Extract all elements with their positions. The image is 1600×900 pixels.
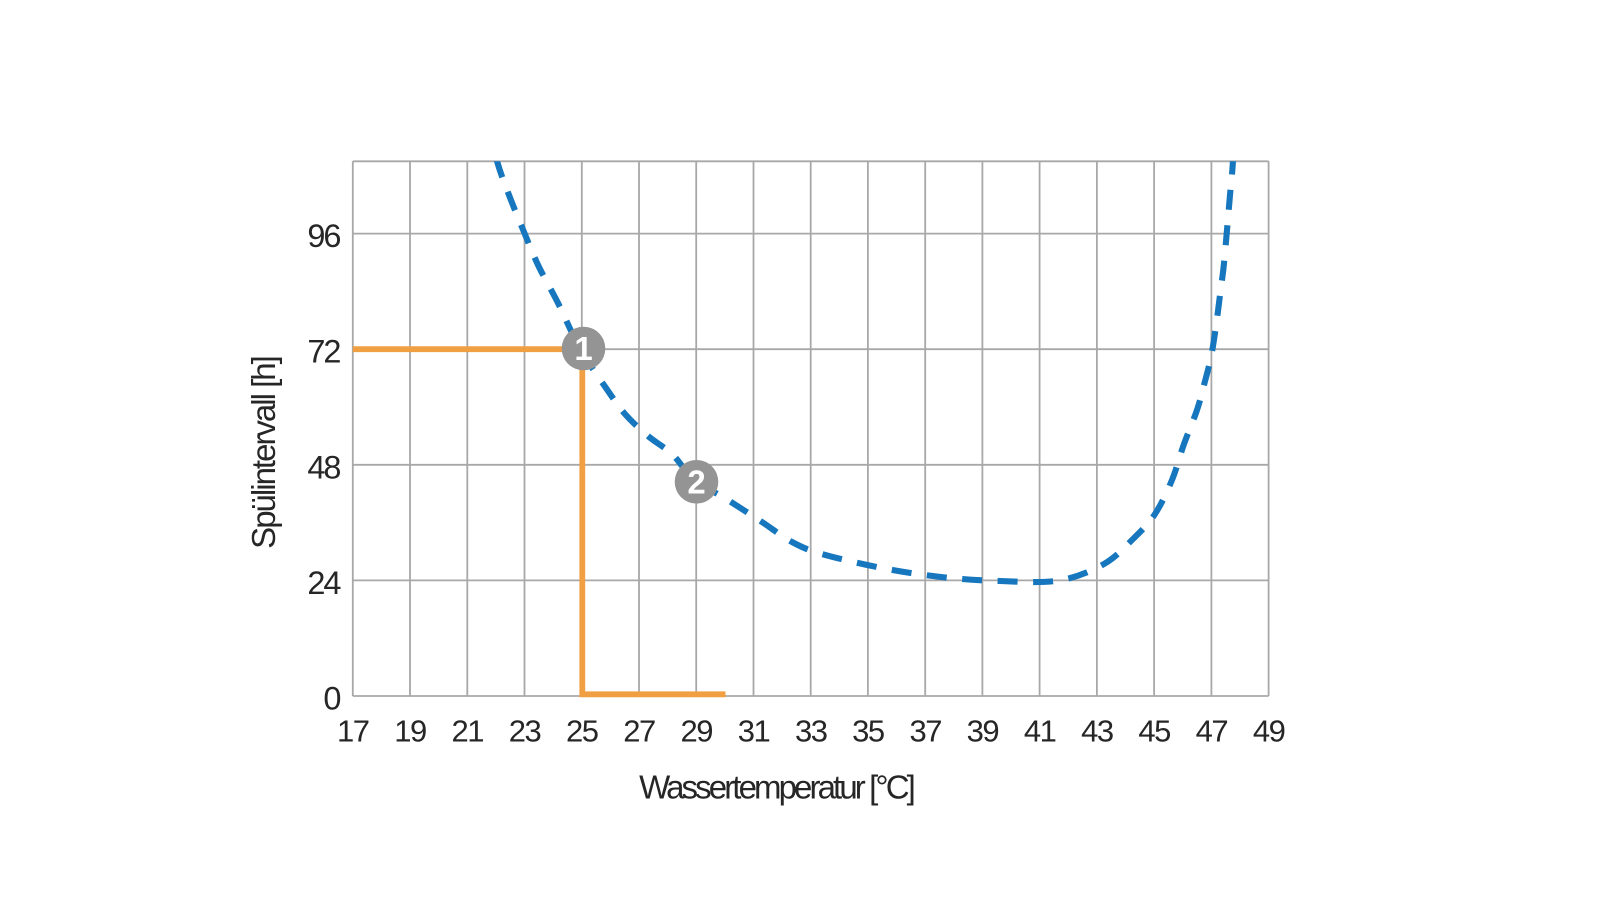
svg-text:96: 96 [307,218,340,254]
svg-text:35: 35 [852,714,884,749]
svg-text:0: 0 [323,681,340,717]
svg-text:49: 49 [1253,714,1285,749]
svg-text:43: 43 [1081,714,1113,749]
svg-text:39: 39 [967,714,999,749]
svg-text:24: 24 [307,565,341,601]
svg-text:47: 47 [1196,714,1228,749]
svg-text:23: 23 [509,714,541,749]
svg-text:Spülintervall [h]: Spülintervall [h] [245,357,282,549]
svg-text:19: 19 [394,714,426,749]
svg-text:41: 41 [1024,714,1056,749]
svg-text:31: 31 [738,714,770,749]
svg-text:27: 27 [623,714,655,749]
svg-text:25: 25 [566,714,598,749]
svg-text:1: 1 [574,330,592,367]
svg-text:Wassertemperatur [°C]: Wassertemperatur [°C] [639,769,914,806]
svg-text:33: 33 [795,714,827,749]
svg-text:45: 45 [1138,714,1170,749]
svg-text:21: 21 [452,714,484,749]
svg-text:48: 48 [307,449,340,485]
svg-text:17: 17 [337,714,369,749]
svg-text:72: 72 [307,334,340,370]
svg-text:37: 37 [909,714,941,749]
svg-text:29: 29 [680,714,712,749]
svg-text:2: 2 [687,464,705,501]
